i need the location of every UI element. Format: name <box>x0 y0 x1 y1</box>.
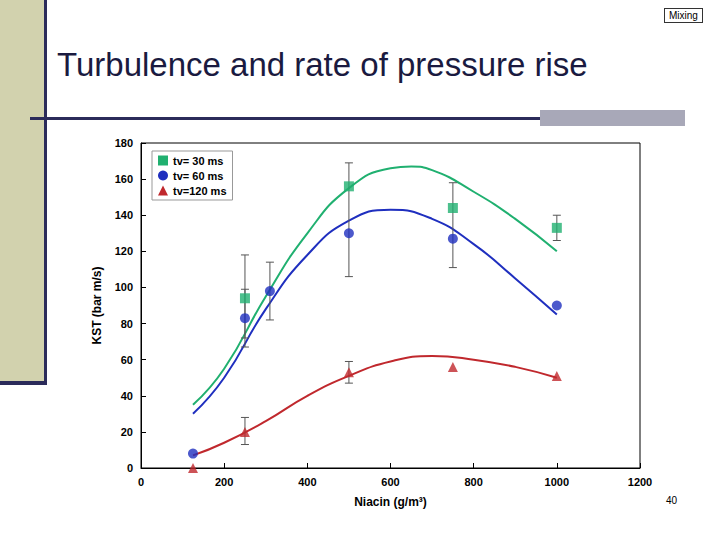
svg-text:200: 200 <box>215 476 233 488</box>
svg-text:0: 0 <box>127 462 133 474</box>
html-text:40: 40 <box>666 495 678 506</box>
html-text:Mixing: Mixing <box>669 10 698 21</box>
svg-text:tv= 60 ms: tv= 60 ms <box>173 170 223 182</box>
svg-text:100: 100 <box>115 281 133 293</box>
svg-text:60: 60 <box>121 354 133 366</box>
svg-text:80: 80 <box>121 318 133 330</box>
svg-text:tv= 30 ms: tv= 30 ms <box>173 155 223 167</box>
svg-text:Niacin (g/m³): Niacin (g/m³) <box>354 495 427 509</box>
svg-text:20: 20 <box>121 426 133 438</box>
svg-text:40: 40 <box>121 390 133 402</box>
svg-text:0: 0 <box>138 476 144 488</box>
svg-text:1200: 1200 <box>628 476 652 488</box>
svg-text:160: 160 <box>115 173 133 185</box>
svg-text:140: 140 <box>115 209 133 221</box>
svg-text:600: 600 <box>381 476 399 488</box>
svg-text:800: 800 <box>464 476 482 488</box>
svg-text:180: 180 <box>115 137 133 149</box>
svg-text:KST (bar m/s): KST (bar m/s) <box>90 266 104 344</box>
svg-text:1000: 1000 <box>545 476 569 488</box>
svg-text:120: 120 <box>115 245 133 257</box>
html-text:Turbulence and rate of pressur: Turbulence and rate of pressure rise <box>57 46 588 83</box>
svg-text:400: 400 <box>298 476 316 488</box>
svg-text:tv=120 ms: tv=120 ms <box>173 185 227 197</box>
